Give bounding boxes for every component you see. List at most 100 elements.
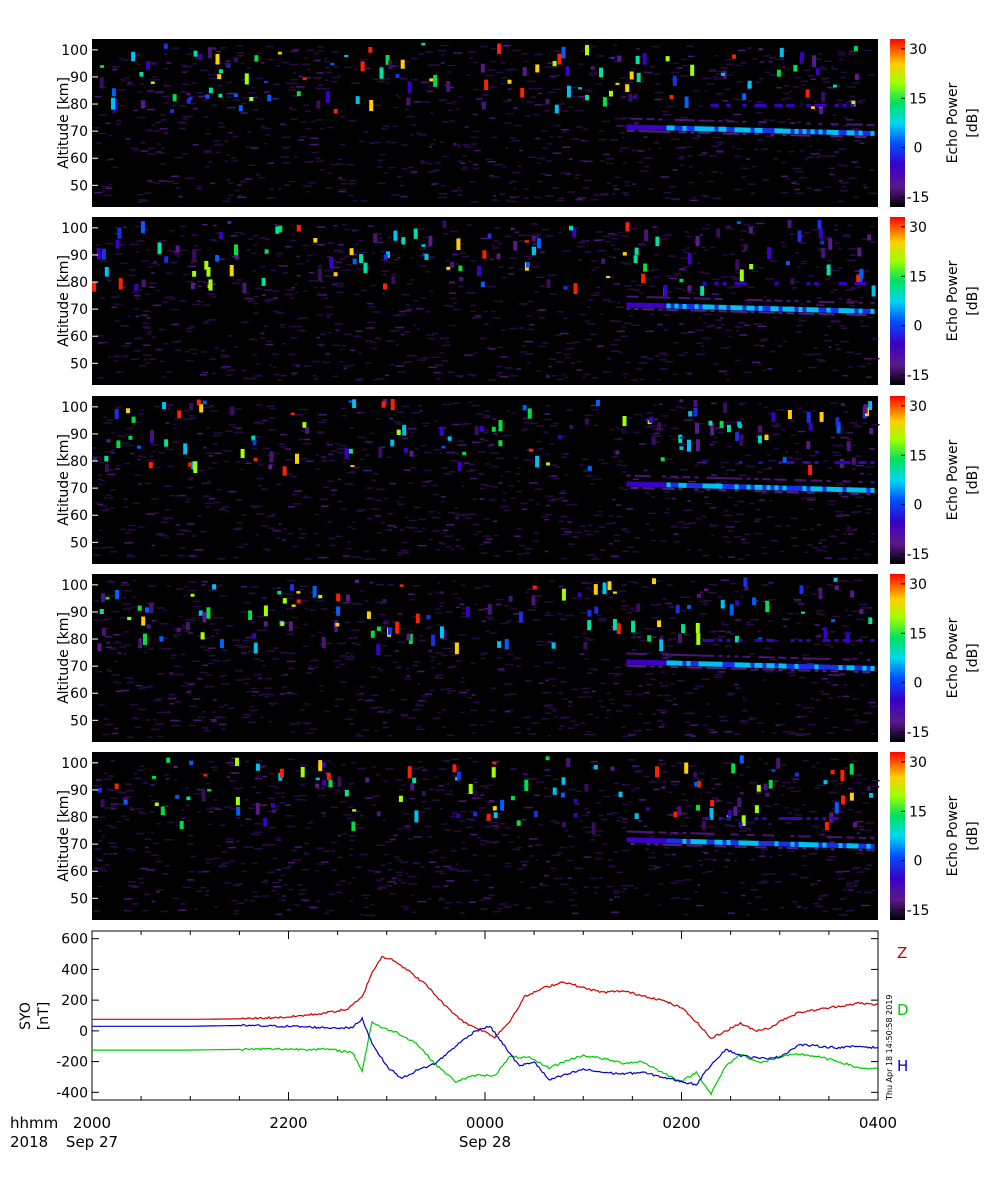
heatmap-cell — [686, 45, 694, 47]
heatmap-cell — [640, 355, 647, 358]
echo-layer-cell — [858, 123, 863, 126]
heatmap-cell — [468, 463, 476, 465]
heatmap-cell — [451, 512, 460, 515]
heatmap-cell — [337, 74, 341, 77]
echo-layer-cell — [714, 126, 719, 132]
heatmap-cell — [675, 406, 683, 408]
heatmap-cell — [395, 94, 399, 96]
heatmap-cell — [207, 480, 211, 483]
heatmap-cell — [460, 168, 468, 170]
heatmap-cell — [840, 580, 849, 582]
heatmap-cell — [118, 244, 125, 246]
heatmap-cell — [782, 66, 786, 68]
heatmap-cell — [487, 285, 496, 288]
echo-layer-cell — [846, 487, 851, 493]
echo-cell — [690, 64, 695, 76]
echo-layer-cell — [826, 639, 831, 642]
heatmap-cell — [296, 722, 302, 724]
heatmap-cell — [191, 82, 197, 84]
echo-cell — [264, 249, 269, 254]
echo-cell — [776, 69, 781, 77]
heatmap-cell — [219, 706, 224, 708]
heatmap-cell — [451, 190, 459, 193]
heatmap-cell — [110, 648, 117, 650]
heatmap-cell — [777, 121, 786, 123]
heatmap-cell — [775, 58, 785, 61]
heatmap-cell — [145, 638, 150, 641]
heatmap-cell — [608, 300, 616, 303]
echo-layer-cell — [806, 104, 811, 107]
heatmap-cell — [275, 312, 285, 314]
heatmap-cell — [147, 249, 151, 251]
echo-cell — [863, 404, 868, 414]
heatmap-cell — [697, 154, 706, 156]
echo-layer-cell — [634, 295, 639, 298]
heatmap-cell — [207, 74, 212, 76]
heatmap-cell — [465, 125, 470, 128]
echo-layer-cell — [674, 303, 679, 309]
y-axis-label: Altitude [km] — [56, 255, 72, 347]
heatmap-cell — [218, 508, 228, 511]
heatmap-cell — [172, 104, 178, 107]
heatmap-cell — [571, 138, 580, 140]
heatmap-cell — [505, 199, 509, 201]
heatmap-cell — [429, 689, 435, 692]
echo-layer-cell — [722, 282, 727, 285]
heatmap-cell — [688, 331, 695, 333]
heatmap-cell — [480, 483, 488, 486]
heatmap-cell — [555, 351, 562, 354]
heatmap-cell — [859, 652, 864, 654]
heatmap-cell — [470, 662, 476, 665]
heatmap-cell — [576, 369, 583, 371]
heatmap-cell — [159, 127, 168, 130]
heatmap-cell — [447, 86, 455, 89]
heatmap-cell — [600, 192, 609, 195]
heatmap-cell — [448, 371, 455, 373]
heatmap-cell — [209, 77, 217, 80]
echo-layer-cell — [734, 132, 739, 135]
heatmap-cell — [734, 683, 740, 686]
heatmap-cell — [164, 518, 168, 520]
echo-layer-cell — [830, 123, 835, 126]
heatmap-cell — [764, 406, 769, 409]
heatmap-cell — [340, 269, 347, 272]
echo-cell — [477, 265, 481, 276]
heatmap-cell — [711, 474, 718, 476]
heatmap-cell — [461, 513, 466, 516]
heatmap-cell — [613, 675, 619, 677]
heatmap-cell — [432, 64, 440, 66]
echo-layer-cell — [810, 307, 815, 313]
heatmap-cell — [438, 605, 444, 607]
echo-cell — [635, 55, 640, 65]
heatmap-cell — [501, 834, 506, 837]
heatmap-cell — [471, 375, 477, 377]
heatmap-cell — [406, 283, 413, 285]
heatmap-cell — [365, 362, 372, 364]
heatmap-cell — [581, 239, 588, 242]
heatmap-cell — [633, 289, 640, 291]
heatmap-cell — [163, 67, 169, 70]
heatmap-cell — [381, 645, 387, 647]
heatmap-cell — [203, 116, 209, 118]
heatmap-cell — [405, 361, 412, 363]
heatmap-cell — [353, 335, 361, 337]
heatmap-cell — [335, 282, 344, 285]
echo-layer-cell — [802, 664, 807, 670]
heatmap-cell — [657, 378, 661, 381]
heatmap-cell — [366, 487, 374, 489]
heatmap-cell — [842, 514, 850, 517]
echo-cell — [277, 51, 282, 55]
heatmap-cell — [331, 283, 338, 286]
heatmap-cell — [637, 161, 643, 164]
heatmap-cell — [303, 853, 310, 855]
heatmap-cell — [248, 238, 254, 240]
echo-layer-cell — [642, 653, 647, 655]
echo-layer-cell — [730, 310, 735, 313]
heatmap-cell — [770, 350, 776, 353]
heatmap-cell — [292, 545, 298, 548]
heatmap-cell — [585, 475, 593, 477]
heatmap-cell — [319, 169, 325, 171]
heatmap-cell — [235, 670, 243, 672]
heatmap-cell — [306, 672, 311, 674]
echo-cell — [220, 639, 224, 649]
